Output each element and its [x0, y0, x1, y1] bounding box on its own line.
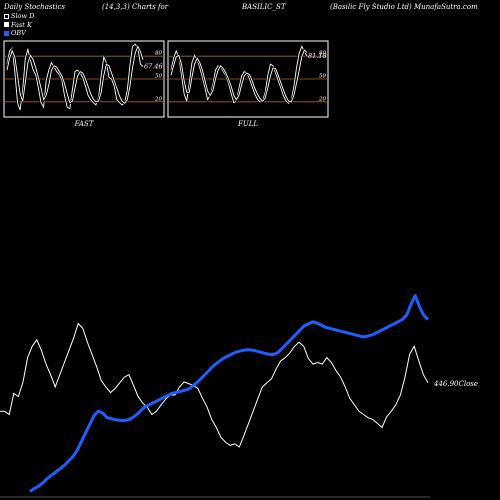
fast-level-label-20: 20 [154, 96, 162, 102]
header-symbol: BASILIC_ST [242, 3, 286, 11]
fast-level-label-50: 50 [155, 74, 162, 80]
full-axis-label: FULL [237, 120, 258, 128]
full-last-value-label: 81.18 [308, 52, 327, 60]
obv-line [29, 294, 430, 493]
fast-stochastic-panel: 20 50 80 67.46 FAST [3, 40, 165, 128]
close-price-line [0, 322, 429, 448]
full-series-line-0 [170, 45, 308, 105]
full-level-label-80: 80 [319, 51, 326, 57]
legend-label-fast-k: Fast K [11, 20, 32, 29]
close-value-label: 446.90Close [433, 380, 478, 388]
legend: Slow D Fast K OBV [4, 12, 34, 38]
legend-label-slow-d: Slow D [11, 12, 35, 20]
legend-item-slow-d: Slow D [4, 12, 34, 21]
full-level-label-50: 50 [319, 74, 326, 80]
price-obv-panel: 446.90Close [0, 294, 478, 498]
fast-level-label-80: 80 [155, 51, 162, 57]
legend-label-obv: OBV [11, 29, 26, 37]
fast-series-line-1 [6, 45, 144, 105]
legend-item-fast-k: Fast K [4, 21, 34, 30]
legend-item-obv: OBV [4, 29, 34, 38]
legend-swatch-fast-k [4, 22, 9, 28]
header-params: (14,3,3) Charts for [102, 3, 169, 11]
header-title: Daily Stochastics [4, 3, 66, 11]
header-company: (Basilic Fly Studio Ltd) MunafaSutra.com [330, 3, 478, 11]
fast-last-value-label: 67.46 [144, 62, 163, 70]
full-level-label-20: 20 [318, 96, 326, 102]
fast-axis-label: FAST [74, 120, 95, 128]
legend-swatch-slow-d [4, 13, 9, 19]
full-series-line-1 [170, 49, 308, 103]
legend-swatch-obv [4, 30, 9, 36]
